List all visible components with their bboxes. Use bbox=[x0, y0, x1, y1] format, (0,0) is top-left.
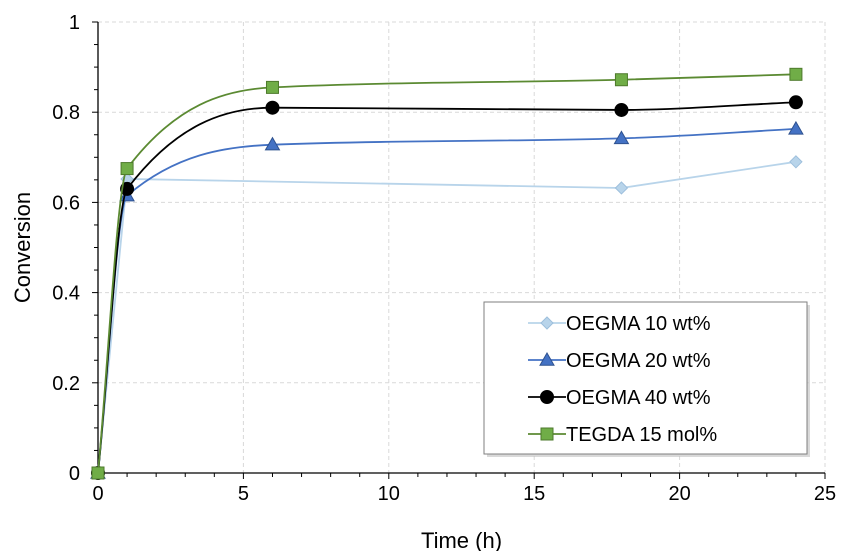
legend-item: OEGMA 10 wt% bbox=[528, 313, 711, 335]
x-tick-label: 0 bbox=[92, 483, 103, 505]
x-tick-label: 20 bbox=[668, 483, 690, 505]
data-point bbox=[614, 73, 628, 87]
y-tick-label: 0.4 bbox=[52, 283, 80, 305]
data-point bbox=[120, 162, 134, 176]
y-tick-label: 0.8 bbox=[52, 102, 80, 124]
data-point bbox=[788, 120, 804, 135]
axes bbox=[92, 21, 826, 479]
data-point bbox=[614, 181, 629, 195]
legend-item: OEGMA 40 wt% bbox=[528, 387, 711, 409]
y-tick-label: 0.6 bbox=[52, 192, 80, 214]
legend-box bbox=[483, 301, 808, 455]
data-point bbox=[789, 67, 803, 81]
legend: OEGMA 10 wt% OEGMA 20 wt% OEGMA 40 wt% TEGD… bbox=[483, 301, 810, 457]
series-line bbox=[97, 160, 797, 474]
x-tick-label: 5 bbox=[238, 483, 249, 505]
data-point bbox=[264, 136, 281, 151]
legend-label: OEGMA 10 wt% bbox=[566, 313, 711, 335]
data-point bbox=[788, 95, 803, 110]
x-tick-label: 10 bbox=[378, 483, 400, 505]
legend-marker bbox=[540, 316, 554, 330]
legend-marker bbox=[540, 390, 554, 404]
data-point bbox=[789, 155, 803, 169]
x-tick-label: 25 bbox=[814, 483, 836, 505]
data-point bbox=[120, 181, 135, 196]
y-tick-label: 1 bbox=[69, 12, 80, 34]
legend-label: OEGMA 40 wt% bbox=[566, 387, 711, 409]
data-point bbox=[613, 130, 630, 145]
x-tick-label: 15 bbox=[523, 483, 545, 505]
x-axis-title: Time (h) bbox=[421, 528, 502, 551]
data-point bbox=[265, 80, 279, 94]
y-tick-label: 0.2 bbox=[52, 373, 80, 395]
legend-item: TEGDA 15 mol% bbox=[528, 424, 717, 446]
y-axis-title: Conversion bbox=[10, 192, 35, 303]
legend-marker bbox=[540, 427, 554, 441]
legend-label: OEGMA 20 wt% bbox=[566, 350, 711, 372]
series-4 bbox=[91, 67, 803, 480]
data-point bbox=[91, 466, 105, 480]
legend-label: TEGDA 15 mol% bbox=[566, 424, 717, 446]
y-tick-label: 0 bbox=[69, 463, 80, 485]
data-point bbox=[614, 102, 629, 117]
legend-item: OEGMA 20 wt% bbox=[528, 350, 711, 372]
data-point bbox=[265, 100, 280, 115]
series-group bbox=[90, 67, 804, 480]
legend-marker bbox=[539, 351, 555, 366]
tick-labels: 0 5 10 15 20 25 0 0.2 0.4 0.6 0.8 1 bbox=[52, 12, 836, 505]
